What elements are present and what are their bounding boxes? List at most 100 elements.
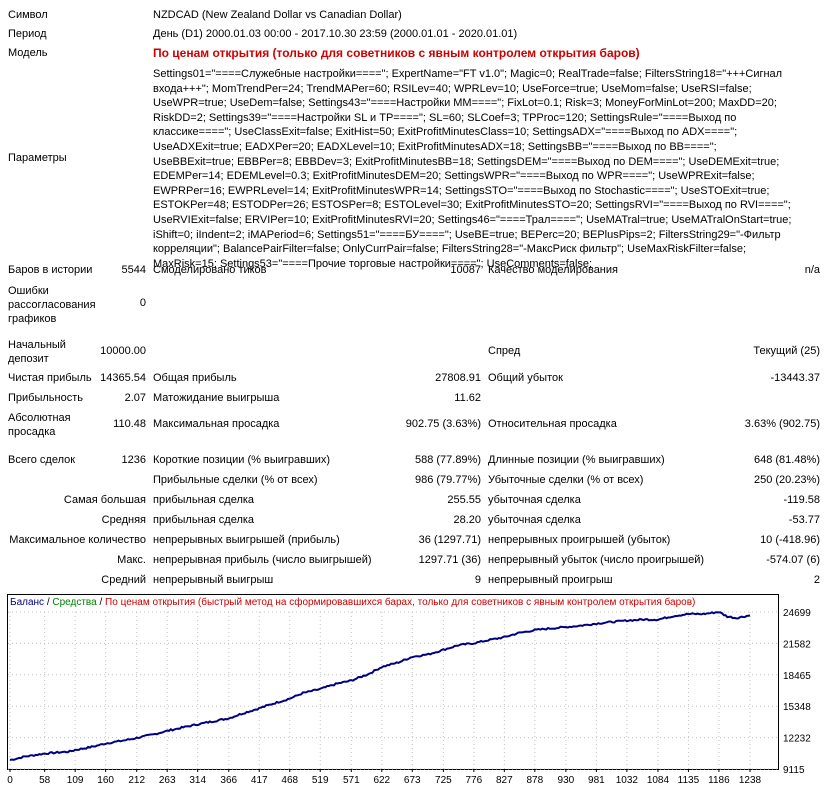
rel-drawdown-label: Относительная просадка: [488, 418, 617, 430]
deposit-value: 10000.00: [100, 345, 146, 357]
params-value: Settings01="====Служебные настройки===="…: [153, 68, 792, 270]
x-tick-label: 776: [466, 775, 483, 786]
net-profit-label: Чистая прибыль: [8, 372, 92, 384]
x-tick-label: 0: [7, 775, 13, 786]
max-label: Макс.: [117, 554, 146, 566]
x-tick-label: 981: [588, 775, 605, 786]
x-tick-label: 468: [281, 775, 298, 786]
x-axis-ticks: 0 58 109 160 212 263 314 366 417 468 519 571 622 673 7…: [7, 769, 762, 786]
y-tick-label: 24699: [783, 608, 811, 619]
x-tick-label: 673: [404, 775, 421, 786]
chart-legend: Баланс / Средства / По ценам открытия (б…: [10, 597, 695, 608]
avg-win-label: прибыльная сделка: [153, 514, 255, 526]
x-tick-label: 417: [251, 775, 268, 786]
x-tick-label: 263: [159, 775, 176, 786]
symbol-value: NZDCAD (New Zealand Dollar vs Canadian D…: [153, 9, 402, 21]
long-positions-label: Длинные позиции (% выигравших): [488, 454, 665, 466]
avg-win-value: 28.20: [453, 514, 481, 526]
x-tick-label: 212: [128, 775, 145, 786]
deposit-label: Начальный депозит: [8, 339, 66, 365]
balance-chart: 24699 21582 18465 15348 12232 9115 0 58 109 160 2…: [7, 594, 825, 786]
gross-loss-value: -13443.37: [770, 372, 820, 384]
average-label: Средняя: [101, 514, 146, 526]
bars-label: Баров в истории: [8, 264, 93, 276]
model-label: Модель: [8, 47, 48, 59]
y-tick-label: 9115: [783, 765, 805, 776]
x-tick-label: 622: [373, 775, 390, 786]
max-cons-loss-value: -574.07 (6): [766, 554, 820, 566]
ticks-value: 10087: [450, 264, 481, 276]
abs-drawdown-label: Абсолютная просадка: [8, 412, 71, 438]
x-tick-label: 827: [496, 775, 513, 786]
chart-svg: 24699 21582 18465 15348 12232 9115 0 58 109 160 2…: [7, 594, 811, 786]
ticks-label: Смоделировано тиков: [153, 264, 267, 276]
max-cons-profit-value: 1297.71 (36): [418, 554, 481, 566]
params-label: Параметры: [8, 152, 67, 164]
quality-label: Качество моделирования: [488, 264, 618, 276]
max-cons-wins-label: непрерывных выигрышей (прибыль): [153, 534, 340, 546]
total-trades-label: Всего сделок: [8, 454, 76, 466]
x-tick-label: 1186: [708, 775, 730, 786]
avg-cons-losses-label: непрерывный проигрыш: [488, 574, 613, 586]
winning-trades-label: Прибыльные сделки (% от всех): [153, 474, 318, 486]
largest-win-label: прибыльная сделка: [153, 494, 255, 506]
quality-value: n/a: [804, 264, 820, 276]
losing-trades-value: 250 (20.23%): [753, 474, 820, 486]
gross-profit-value: 27808.91: [435, 372, 481, 384]
x-tick-label: 878: [526, 775, 543, 786]
payoff-label: Матожидание выигрыша: [153, 392, 280, 404]
x-tick-label: 571: [343, 775, 360, 786]
y-tick-label: 15348: [783, 702, 811, 713]
net-profit-value: 14365.54: [100, 372, 146, 384]
x-tick-label: 366: [220, 775, 237, 786]
y-axis-ticks: 24699 21582 18465 15348 12232 9115: [783, 608, 811, 776]
legend-equity: Средства: [52, 597, 97, 608]
largest-loss-value: -119.58: [783, 494, 821, 506]
gross-profit-label: Общая прибыль: [153, 372, 237, 384]
x-tick-label: 314: [189, 775, 206, 786]
x-tick-label: 58: [39, 775, 51, 786]
x-tick-label: 109: [67, 775, 84, 786]
x-tick-label: 160: [97, 775, 114, 786]
y-tick-label: 21582: [783, 639, 811, 650]
max-drawdown-label: Максимальная просадка: [153, 418, 280, 430]
legend-model: По ценам открытия (быстрый метод на сфор…: [105, 597, 696, 608]
x-tick-label: 519: [312, 775, 329, 786]
plot-frame: [7, 594, 779, 770]
gross-loss-label: Общий убыток: [488, 372, 563, 384]
largest-win-value: 255.55: [447, 494, 481, 506]
avg-cons-losses-value: 2: [813, 574, 820, 586]
avg-cons-wins-label: непрерывный выигрыш: [153, 574, 274, 586]
x-tick-label: 1135: [678, 775, 700, 786]
profit-factor-value: 2.07: [124, 392, 146, 404]
x-tick-label: 930: [558, 775, 575, 786]
abs-drawdown-value: 110.48: [113, 418, 146, 430]
legend-sep-2: /: [96, 597, 106, 608]
spread-value: Текущий (25): [753, 345, 820, 357]
legend-balance: Баланс: [10, 597, 45, 608]
max-drawdown-value: 902.75 (3.63%): [405, 418, 481, 430]
legend-sep-1: /: [44, 597, 53, 608]
spread-label: Спред: [488, 345, 521, 357]
avg-loss-label: убыточная сделка: [488, 514, 581, 526]
avg-cons-wins-value: 9: [474, 574, 481, 586]
x-tick-label: 1032: [616, 775, 639, 786]
short-positions-value: 588 (77.89%): [414, 454, 481, 466]
largest-loss-label: убыточная сделка: [488, 494, 581, 506]
x-tick-label: 1084: [647, 775, 670, 786]
y-tick-label: 12232: [783, 734, 811, 745]
max-cons-wins-value: 36 (1297.71): [418, 534, 481, 546]
avg-loss-value: -53.77: [788, 514, 820, 526]
rel-drawdown-value: 3.63% (902.75): [744, 418, 820, 430]
avg-label: Средний: [101, 574, 146, 586]
short-positions-label: Короткие позиции (% выигравших): [153, 454, 331, 466]
max-cons-profit-label: непрерывная прибыль (число выигрышей): [153, 554, 372, 566]
period-value: День (D1) 2000.01.03 00:00 - 2017.10.30 …: [153, 28, 518, 40]
max-cons-loss-label: непрерывный убыток (число проигрышей): [488, 554, 705, 566]
errors-label: Ошибки рассогласования графиков: [8, 285, 96, 325]
max-count-label: Максимальное количество: [9, 534, 146, 546]
losing-trades-label: Убыточные сделки (% от всех): [488, 474, 644, 486]
max-cons-losses-label: непрерывных проигрышей (убыток): [488, 534, 671, 546]
total-trades-value: 1236: [121, 454, 146, 466]
period-label: Период: [8, 28, 47, 40]
